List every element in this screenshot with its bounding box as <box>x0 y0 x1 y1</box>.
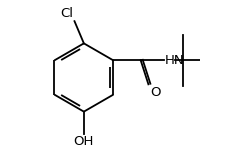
Text: HN: HN <box>165 54 184 67</box>
Text: O: O <box>150 86 161 99</box>
Text: OH: OH <box>74 135 94 148</box>
Text: Cl: Cl <box>61 7 74 20</box>
